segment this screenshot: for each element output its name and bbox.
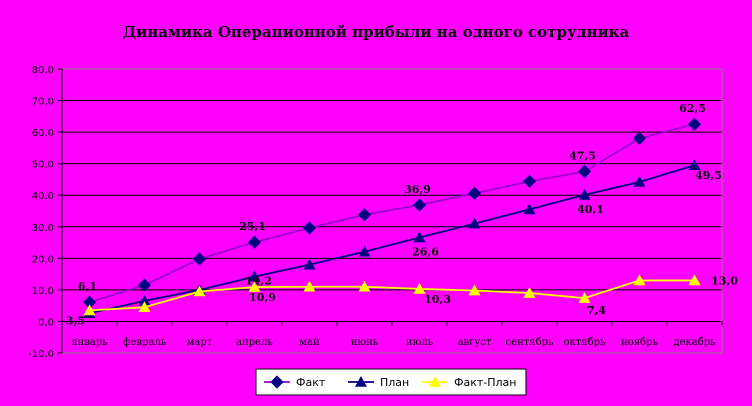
y-tick-label: 10,0 — [32, 286, 54, 297]
data-label: 62,5 — [679, 102, 706, 115]
chart-title: Динамика Операционной прибыли на одного … — [123, 23, 630, 41]
y-tick-label: 70,0 — [32, 97, 54, 108]
y-tick-label: 50,0 — [32, 160, 54, 171]
data-label: 10,9 — [249, 291, 276, 304]
series-line-3 — [89, 279, 695, 312]
x-tick-label: январь — [71, 337, 108, 348]
legend: Факт План Факт-План — [255, 368, 527, 396]
x-tick-label: март — [187, 337, 213, 348]
x-tick-label: апрель — [236, 337, 273, 348]
data-point-series-1 — [577, 164, 592, 179]
y-tick-label: -10,0 — [28, 349, 54, 360]
data-point-series-1 — [522, 174, 537, 188]
data-point-series-3 — [248, 281, 261, 292]
y-tick-label: 30,0 — [32, 223, 54, 234]
data-point-series-2 — [303, 258, 316, 270]
data-label: 36,9 — [404, 183, 431, 196]
data-point-series-2 — [413, 231, 426, 243]
data-label: 25,1 — [239, 220, 266, 233]
data-point-series-1 — [192, 252, 207, 266]
data-point-series-3 — [578, 292, 591, 303]
data-point-series-1 — [247, 235, 262, 249]
data-point-series-3 — [303, 280, 316, 292]
data-point-series-3 — [688, 274, 701, 286]
legend-label: План — [380, 376, 409, 389]
data-point-series-3 — [468, 284, 481, 296]
data-point-series-2 — [523, 203, 536, 215]
data-point-series-1 — [467, 186, 482, 200]
data-label: 3,5 — [66, 314, 85, 327]
data-point-series-2 — [633, 175, 646, 187]
data-point-series-1 — [687, 117, 702, 131]
data-point-series-3 — [193, 285, 206, 297]
data-point-series-3 — [413, 282, 426, 294]
data-point-series-3 — [358, 280, 371, 292]
x-tick-label: август — [458, 337, 492, 348]
x-tick-label: май — [299, 337, 320, 348]
legend-label: Факт — [296, 376, 326, 389]
y-tick-label: 40,0 — [32, 191, 54, 202]
data-point-series-2 — [138, 294, 151, 306]
series-line-1 — [89, 123, 695, 304]
data-point-series-2 — [248, 270, 261, 282]
plot-area: -10,0 0,0 10,0 20,0 30,0 40,0 50,0 60,0 70,0 80,0… — [28, 65, 738, 360]
x-tick-label: октябрь — [564, 337, 607, 348]
x-tick-label: декабрь — [673, 337, 716, 348]
series-line-2 — [89, 164, 695, 315]
data-label: 40,1 — [577, 203, 604, 216]
data-label: 49,5 — [695, 169, 722, 182]
data-label: 10,3 — [424, 293, 451, 306]
y-tick-label: 0,0 — [38, 317, 54, 328]
data-point-series-1 — [302, 221, 317, 235]
data-point-series-3 — [523, 287, 536, 298]
data-label: 7,4 — [587, 304, 606, 317]
data-label: 26,6 — [412, 246, 439, 259]
data-point-series-2 — [358, 245, 371, 257]
y-tick-label: 20,0 — [32, 254, 54, 265]
data-point-series-2 — [578, 188, 591, 200]
data-label: 13,0 — [711, 274, 738, 287]
data-point-series-1 — [412, 198, 427, 212]
x-tick-label: ноябрь — [621, 337, 658, 348]
data-point-series-2 — [688, 159, 701, 171]
legend-marker — [355, 376, 367, 387]
data-point-series-1 — [632, 131, 647, 145]
data-label: 14,2 — [245, 275, 272, 288]
x-tick-label: июль — [406, 337, 434, 348]
data-point-series-3 — [83, 304, 96, 316]
data-point-series-1 — [137, 278, 152, 292]
y-tick-label: 60,0 — [32, 128, 54, 139]
data-label: 6,1 — [78, 280, 97, 293]
legend-marker — [270, 375, 284, 389]
data-label: 47,5 — [569, 150, 596, 163]
x-tick-label: февраль — [123, 337, 167, 348]
legend-label: Факт-План — [454, 376, 516, 389]
data-point-series-3 — [633, 274, 646, 286]
y-tick-label: 80,0 — [32, 65, 54, 76]
x-tick-label: июнь — [351, 337, 379, 348]
data-point-series-1 — [357, 208, 372, 222]
x-tick-label: сентябрь — [506, 337, 554, 348]
legend-box — [255, 368, 527, 396]
data-point-series-2 — [468, 217, 481, 229]
plot-frame — [61, 68, 723, 354]
legend-marker — [429, 376, 441, 387]
data-point-series-3 — [138, 301, 151, 313]
